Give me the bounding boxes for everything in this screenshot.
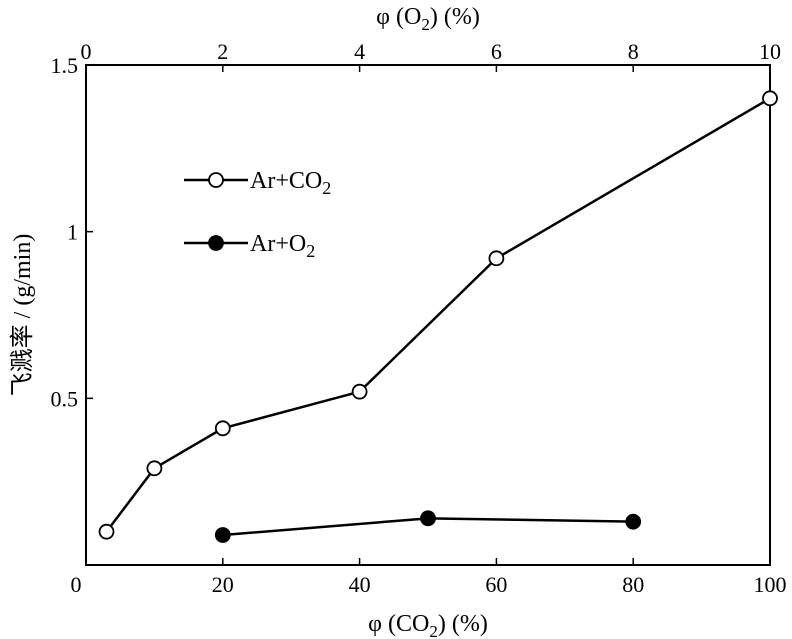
- axes: [85, 64, 771, 566]
- x-bottom-tick-label: 100: [754, 572, 787, 597]
- series: [98, 90, 778, 543]
- y-tick-label: 1.5: [51, 53, 79, 78]
- x-top-tick-label: 8: [628, 39, 639, 64]
- x-top-tick-label: 10: [759, 39, 781, 64]
- y-axis-title: 飞溅率 / (g/min): [9, 234, 36, 397]
- data-point-open: [98, 523, 115, 540]
- data-point-open: [488, 250, 505, 267]
- legend-marker-filled: [208, 235, 224, 251]
- x-top-tick-label: 6: [491, 39, 502, 64]
- data-point-open: [762, 90, 778, 107]
- data-point-filled: [420, 510, 436, 527]
- x-top-tick-label: 2: [217, 39, 228, 64]
- data-point-open: [214, 420, 231, 437]
- data-point-open: [351, 383, 368, 400]
- x-bottom-tick-label: 40: [349, 572, 371, 597]
- x-top-tick-label: 4: [354, 39, 365, 64]
- legend: Ar+CO2 Ar+O2: [184, 168, 331, 261]
- x-top-tick-label: 0: [81, 39, 92, 64]
- data-point-filled: [214, 527, 231, 543]
- x-bottom-tick-label: 0: [71, 572, 82, 597]
- x-bottom-tick-label: 80: [622, 572, 644, 597]
- x-bottom-tick-label: 60: [485, 572, 507, 597]
- x-top-axis-title: φ (O2) (%): [376, 4, 480, 34]
- legend-label: Ar+O2: [250, 231, 315, 261]
- data-point-open: [146, 460, 163, 477]
- legend-marker-open: [208, 172, 224, 188]
- y-tick-label: 0.5: [51, 386, 79, 411]
- y-tick-label: 1: [67, 220, 78, 245]
- axis-text: 0 20 40 60 80 100 0 2 4 6 8 10 0.5 1 1.5 φ (CO2) (%) φ (…: [9, 4, 787, 639]
- plot-frame: [85, 64, 771, 566]
- x-bottom-axis-title: φ (CO2) (%): [368, 611, 488, 639]
- data-point-filled: [625, 513, 642, 530]
- x-bottom-tick-label: 20: [212, 572, 234, 597]
- series-line: [105, 97, 771, 533]
- legend-label: Ar+CO2: [250, 168, 331, 198]
